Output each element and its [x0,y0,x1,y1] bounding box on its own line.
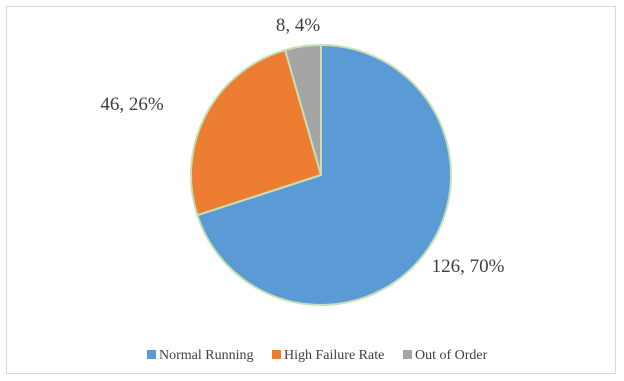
legend-label-out-of-order: Out of Order [415,348,488,363]
data-label-normal-running: 126, 70% [432,256,505,277]
pie-slices [190,43,452,306]
pie-slice-high-failure-rate [190,48,323,217]
legend-swatch-high-failure-rate [272,350,281,359]
legend-label-high-failure-rate: High Failure Rate [284,348,384,363]
legend-swatch-normal-running [147,350,156,359]
pie-data-labels: 126, 70% 46, 26% 8, 4% [100,15,504,277]
data-label-out-of-order: 8, 4% [276,15,321,36]
chart-legend: Normal Running High Failure Rate Out of … [147,348,488,363]
legend-swatch-out-of-order [403,350,412,359]
data-label-high-failure-rate: 46, 26% [100,94,164,115]
pie-slice-out-of-order [283,43,322,176]
pie-slice-normal-running [196,43,452,306]
legend-label-normal-running: Normal Running [159,348,254,363]
